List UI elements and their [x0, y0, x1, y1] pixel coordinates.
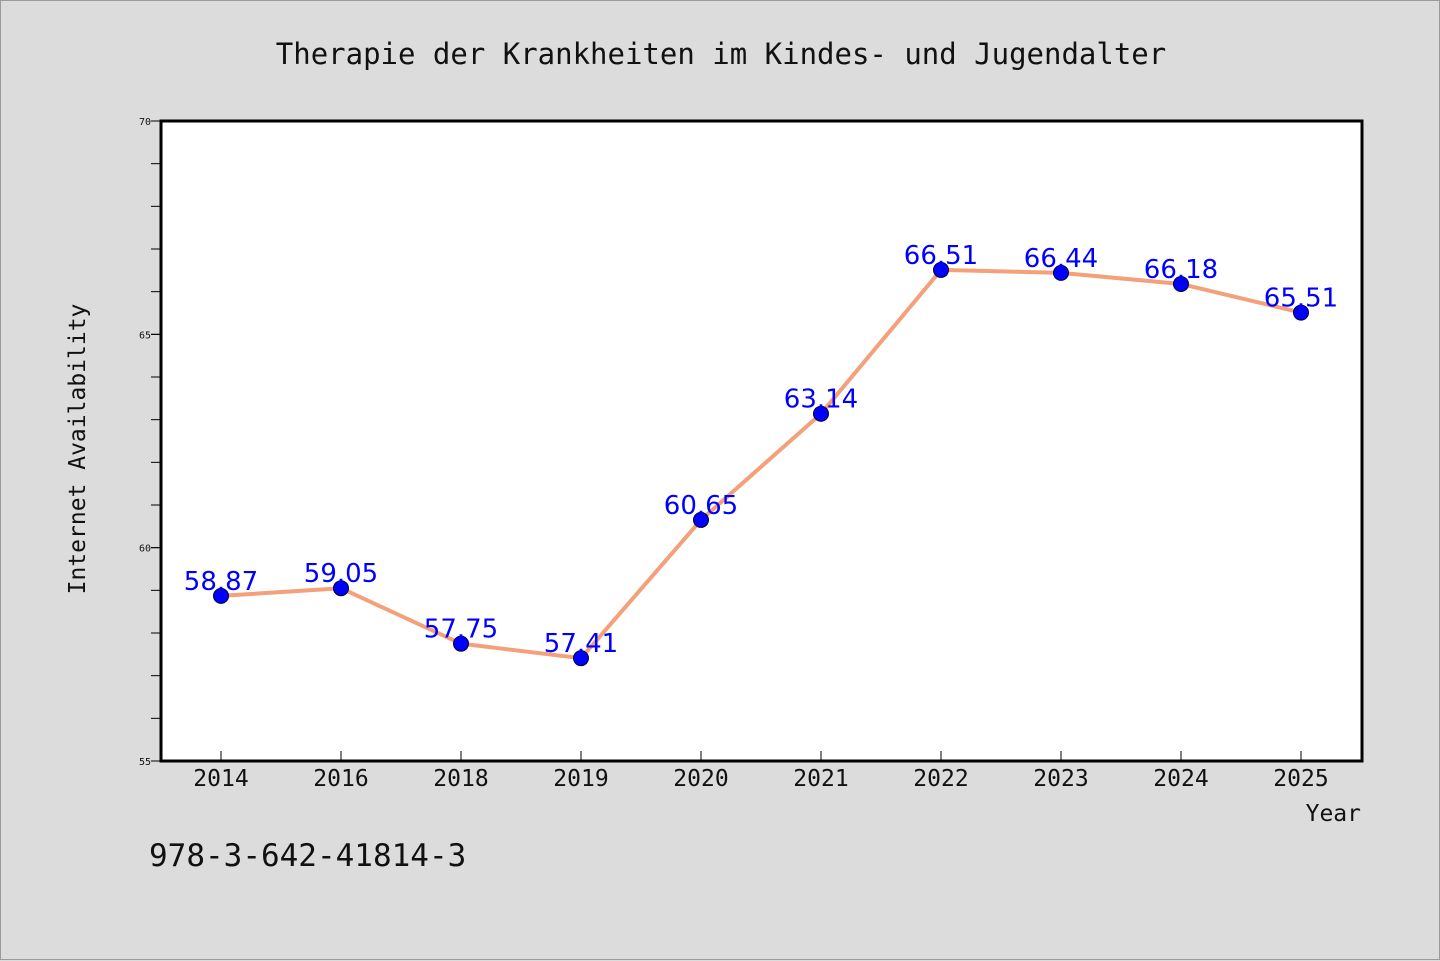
x-tick-label: 2016: [313, 766, 368, 792]
chart-title: Therapie der Krankheiten im Kindes- und …: [276, 37, 1166, 71]
data-point-marker: [213, 587, 229, 604]
y-axis-label: Internet Availability: [65, 304, 91, 595]
data-point-marker: [1173, 275, 1189, 292]
data-label: 66.51: [904, 241, 978, 271]
x-tick-label: 2020: [673, 766, 728, 792]
data-label: 57.41: [544, 629, 618, 659]
data-point-marker: [933, 261, 949, 278]
x-axis-ticks: 2014 2016 2018 2019 2020 2021 2022 2023 2024 2025: [193, 751, 1329, 792]
y-tick-label: 60: [139, 544, 151, 555]
y-tick-label: 65: [139, 330, 151, 341]
data-point-marker: [1053, 264, 1069, 281]
data-label: 63.14: [784, 385, 858, 415]
y-tick-label: 55: [139, 757, 151, 768]
x-tick-label: 2023: [1033, 766, 1088, 792]
x-axis-label: Year: [1306, 801, 1361, 827]
footer-isbn: 978-3-642-41814-3: [149, 838, 466, 874]
series-line: [220, 267, 1302, 661]
plot-area: [159, 119, 1364, 763]
x-tick-label: 2022: [913, 766, 968, 792]
x-tick-label: 2014: [193, 766, 248, 792]
x-tick-label: 2021: [793, 766, 848, 792]
x-tick-label: 2025: [1273, 766, 1328, 792]
data-point-marker: [573, 650, 589, 667]
data-point-marker: [693, 511, 709, 528]
y-tick-label: 70: [139, 117, 151, 128]
data-markers: [213, 261, 1309, 667]
data-label: 57.75: [424, 615, 498, 645]
x-tick-label: 2019: [553, 766, 608, 792]
x-tick-label: 2024: [1153, 766, 1208, 792]
y-axis-ticks: 55 60 65 70: [139, 117, 161, 768]
data-label: 65.51: [1264, 284, 1338, 314]
data-label: 60.65: [664, 491, 738, 521]
data-point-marker: [453, 635, 469, 652]
x-tick-label: 2018: [433, 766, 488, 792]
data-point-marker: [333, 580, 349, 597]
data-labels: 58.87 59.05 57.75 57.41 60.65 63.14 66.51 66.44…: [184, 241, 1338, 659]
data-label: 58.87: [184, 567, 258, 597]
data-label: 66.44: [1024, 244, 1098, 274]
data-label: 59.05: [304, 559, 378, 589]
data-point-marker: [813, 405, 829, 422]
data-label: 66.18: [1144, 255, 1218, 285]
data-point-marker: [1293, 304, 1309, 321]
